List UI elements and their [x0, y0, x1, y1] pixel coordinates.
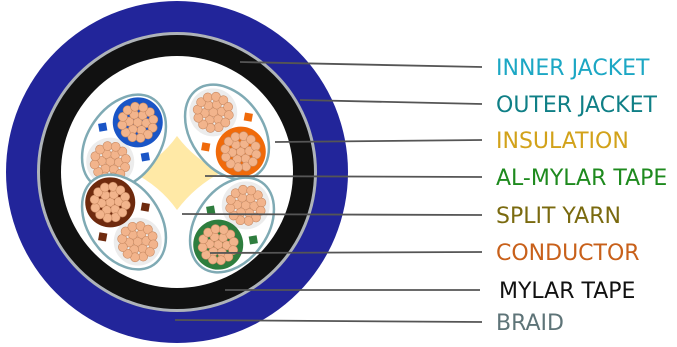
conductor-strand	[127, 221, 138, 232]
conductor-strand	[248, 157, 258, 167]
conductor-strand	[147, 231, 158, 242]
conductor-strand	[192, 104, 203, 115]
leader-line-split-yarn	[181, 213, 483, 216]
conductor-strand	[223, 102, 233, 112]
conductor-strand	[102, 141, 113, 151]
conductor-strand	[148, 114, 159, 125]
label-mylar-tape: MYLAR TAPE	[499, 279, 635, 304]
conductor-strand	[135, 133, 146, 143]
conductor-strand	[143, 129, 153, 140]
conductor-strand	[120, 127, 131, 138]
white-conductor	[192, 91, 234, 133]
label-split-yarn: SPLIT YARN	[496, 204, 621, 229]
leader-line-outer-jacket	[299, 99, 483, 105]
conductor-strand	[238, 131, 249, 141]
conductor-strand	[130, 101, 140, 112]
conductor-strand	[230, 188, 241, 199]
conductor-strand	[197, 242, 208, 253]
conductor-strand	[110, 141, 121, 152]
conductor-strand	[130, 252, 140, 263]
pair-blue	[80, 93, 168, 191]
conductor-strand	[120, 192, 130, 202]
cable-cross-section	[6, 1, 483, 343]
conductor-strand	[233, 162, 243, 173]
conductor-strand	[238, 184, 248, 195]
conductor-strand	[250, 141, 261, 152]
conductor-strand	[90, 202, 101, 213]
conductor-strand	[220, 144, 230, 154]
label-conductor: CONDUCTOR	[496, 241, 640, 266]
conductor-strand	[218, 224, 229, 235]
conductor-strand	[256, 197, 267, 208]
pair-green	[188, 176, 276, 274]
conductor-strand	[210, 224, 221, 234]
colored-conductor	[220, 131, 262, 173]
split-yarn-marker	[248, 235, 258, 245]
conductor-strand	[118, 242, 128, 252]
conductor-strand	[203, 227, 213, 238]
conductor-strand	[229, 237, 239, 247]
split-yarn-marker	[206, 205, 216, 215]
label-insulation: INSULATION	[496, 129, 629, 154]
leader-line-al-mylar-tape	[204, 175, 483, 178]
label-outer-jacket: OUTER JACKET	[496, 93, 657, 118]
leader-line-braid	[174, 319, 483, 323]
split-yarn-marker	[98, 122, 108, 132]
label-braid: BRAID	[496, 311, 564, 336]
white-conductor	[117, 221, 159, 263]
conductor-strand	[193, 112, 204, 123]
conductor-strand	[135, 221, 146, 231]
conductor-strand	[221, 152, 231, 162]
conductor-strand	[224, 110, 234, 120]
conductor-strand	[148, 239, 159, 250]
conductor-strand	[117, 234, 127, 244]
conductor-strand	[225, 203, 235, 213]
conductor-strand	[108, 181, 118, 192]
conductor-strand	[201, 250, 211, 260]
label-al-mylar-tape: AL-MYLAR TAPE	[496, 166, 667, 191]
conductor-strand	[121, 154, 131, 164]
split-yarn-marker	[140, 202, 150, 212]
conductor-strand	[117, 120, 127, 130]
conductor-strand	[122, 105, 133, 116]
conductor-strand	[216, 255, 226, 266]
pair-brown	[80, 173, 168, 271]
conductor-strand	[121, 200, 131, 210]
white-conductor	[225, 184, 267, 226]
conductor-strand	[145, 247, 155, 257]
split-yarn-marker	[140, 152, 150, 162]
pair-orange	[183, 83, 271, 181]
split-yarn-marker	[98, 232, 108, 242]
conductor-strand	[251, 149, 262, 160]
leader-line-inner-jacket	[239, 61, 483, 68]
split-yarn-filler	[132, 136, 222, 210]
conductor-strand	[205, 123, 216, 133]
conductor-strand	[228, 210, 239, 221]
conductor-strand	[202, 92, 213, 103]
label-list: INNER JACKET OUTER JACKET INSULATION AL-MYL…	[496, 56, 667, 336]
conductor-strand	[138, 102, 149, 113]
split-yarn-marker	[201, 142, 211, 152]
conductor-strand	[117, 207, 128, 218]
conductor-strand	[243, 216, 254, 226]
label-inner-jacket: INNER JACKET	[496, 56, 650, 81]
conductor-strand	[89, 194, 100, 205]
colored-conductor	[117, 101, 159, 143]
conductor-strand	[102, 213, 113, 223]
colored-conductor	[89, 181, 131, 223]
conductor-strand	[211, 91, 221, 102]
conductor-strand	[246, 185, 257, 196]
split-yarn-marker	[243, 112, 253, 122]
conductor-strand	[99, 182, 110, 193]
colored-conductor	[197, 224, 239, 266]
conductor-strand	[220, 117, 231, 128]
conductor-strand	[230, 131, 241, 142]
conductor-strand	[95, 144, 105, 155]
conductor-strand	[89, 159, 100, 170]
leader-line-insulation	[274, 139, 483, 143]
leader-line-conductor	[209, 251, 483, 254]
